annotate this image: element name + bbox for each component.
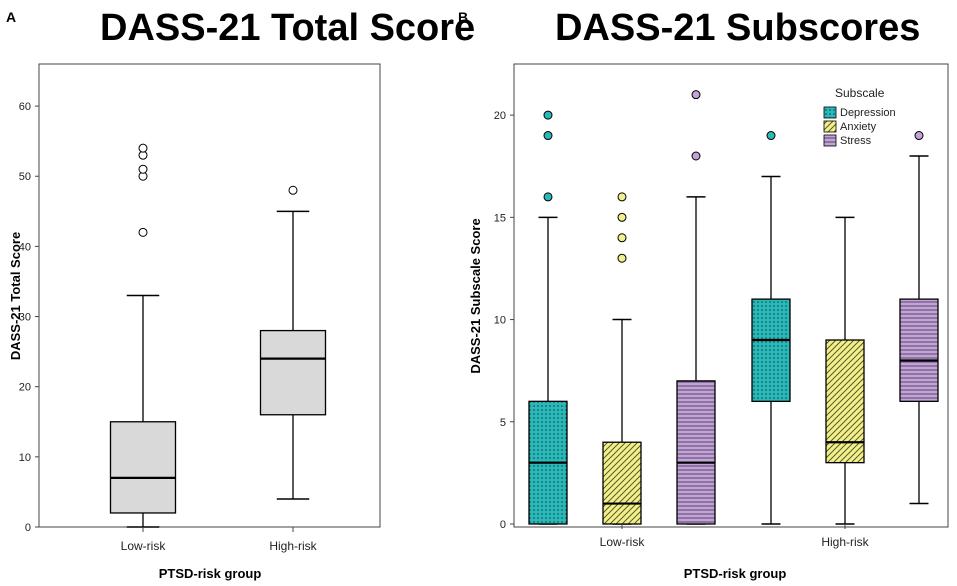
panel-a-x-axis: Low-risk High-risk	[121, 527, 318, 553]
panel-a-y-tick-label: 0	[25, 522, 31, 534]
panel-b: B DASS-21 Subscores 0 5 10 15 20 Low-risk Hig…	[458, 7, 949, 581]
panel-b-outlier-point	[617, 192, 627, 202]
panel-a-high-risk-box	[259, 329, 327, 416]
panel-b-depression-high-risk-box	[751, 298, 791, 402]
panel-a-x-axis-label: PTSD-risk group	[159, 566, 262, 581]
panel-a-outlier-point	[138, 143, 148, 153]
panel-a-y-tick-label: 50	[19, 171, 31, 183]
panel-b-y-axis: 0 5 10 15 20	[494, 110, 514, 531]
panel-b-outlier-point	[543, 192, 553, 202]
panel-b-outlier-point	[543, 110, 553, 120]
panel-b-letter: B	[458, 9, 468, 25]
legend-swatch-stress	[823, 134, 837, 147]
panel-b-outlier-point	[691, 90, 701, 100]
panel-b-title: DASS-21 Subscores	[555, 7, 920, 49]
panel-a: A DASS-21 Total Score 0 10 20 30 40 50 60 Low-…	[6, 7, 475, 581]
panel-b-x-axis: Low-risk High-risk	[600, 524, 870, 549]
panel-b-outlier-point	[914, 131, 924, 141]
panel-a-y-tick-label: 30	[19, 312, 31, 324]
panel-a-y-tick-label: 20	[19, 382, 31, 394]
panel-a-letter: A	[6, 9, 16, 25]
panel-a-category-label: Low-risk	[121, 539, 167, 553]
panel-b-y-tick-label: 0	[500, 519, 506, 531]
panel-a-outlier-point	[138, 227, 148, 237]
panel-a-plot-frame	[38, 63, 381, 528]
legend-label-depression: Depression	[840, 107, 896, 119]
panel-b-outlier-point	[617, 253, 627, 263]
panel-b-x-axis-label: PTSD-risk group	[684, 566, 787, 581]
panel-a-y-axis: 0 10 20 30 40 50 60	[19, 101, 39, 534]
panel-b-category-label: High-risk	[821, 535, 869, 549]
panel-b-stress-high-risk-box	[899, 298, 939, 402]
legend-swatch-depression	[823, 106, 837, 119]
panel-b-outlier-point	[617, 212, 627, 222]
panel-b-stress-low-risk-box	[676, 380, 716, 525]
panel-b-y-tick-label: 5	[500, 417, 506, 429]
panel-a-outlier-point	[288, 185, 298, 195]
legend-label-stress: Stress	[840, 135, 872, 147]
panel-a-category-label: High-risk	[269, 539, 317, 553]
panel-a-outlier-point	[138, 164, 148, 174]
panel-b-y-tick-label: 20	[494, 110, 506, 122]
panel-b-boxes	[528, 90, 939, 525]
panel-b-outlier-point	[617, 233, 627, 243]
panel-b-legend: Subscale Depression Anxiety Stress	[823, 86, 896, 147]
panel-b-anxiety-low-risk-box	[602, 441, 642, 525]
panel-b-outlier-point	[766, 131, 776, 141]
panel-a-y-tick-label: 10	[19, 452, 31, 464]
panel-a-y-tick-label: 40	[19, 241, 31, 253]
panel-b-category-label: Low-risk	[600, 535, 646, 549]
panel-b-outlier-point	[691, 151, 701, 161]
panel-b-y-tick-label: 10	[494, 315, 506, 327]
panel-a-title: DASS-21 Total Score	[100, 7, 475, 49]
panel-b-plot-frame	[513, 63, 949, 528]
panel-b-anxiety-high-risk-box	[825, 339, 865, 464]
panel-b-outlier-point	[543, 131, 553, 141]
legend-title: Subscale	[835, 86, 885, 100]
panel-a-y-tick-label: 60	[19, 101, 31, 113]
legend-label-anxiety: Anxiety	[840, 121, 877, 133]
panel-a-boxes	[109, 143, 327, 528]
panel-b-y-axis-label: DASS-21 Subscale Score	[468, 218, 483, 373]
panel-a-y-axis-label: DASS-21 Total Score	[8, 232, 23, 360]
panel-a-low-risk-box	[109, 421, 177, 514]
panel-b-y-tick-label: 15	[494, 212, 506, 224]
legend-swatch-anxiety	[823, 120, 837, 133]
